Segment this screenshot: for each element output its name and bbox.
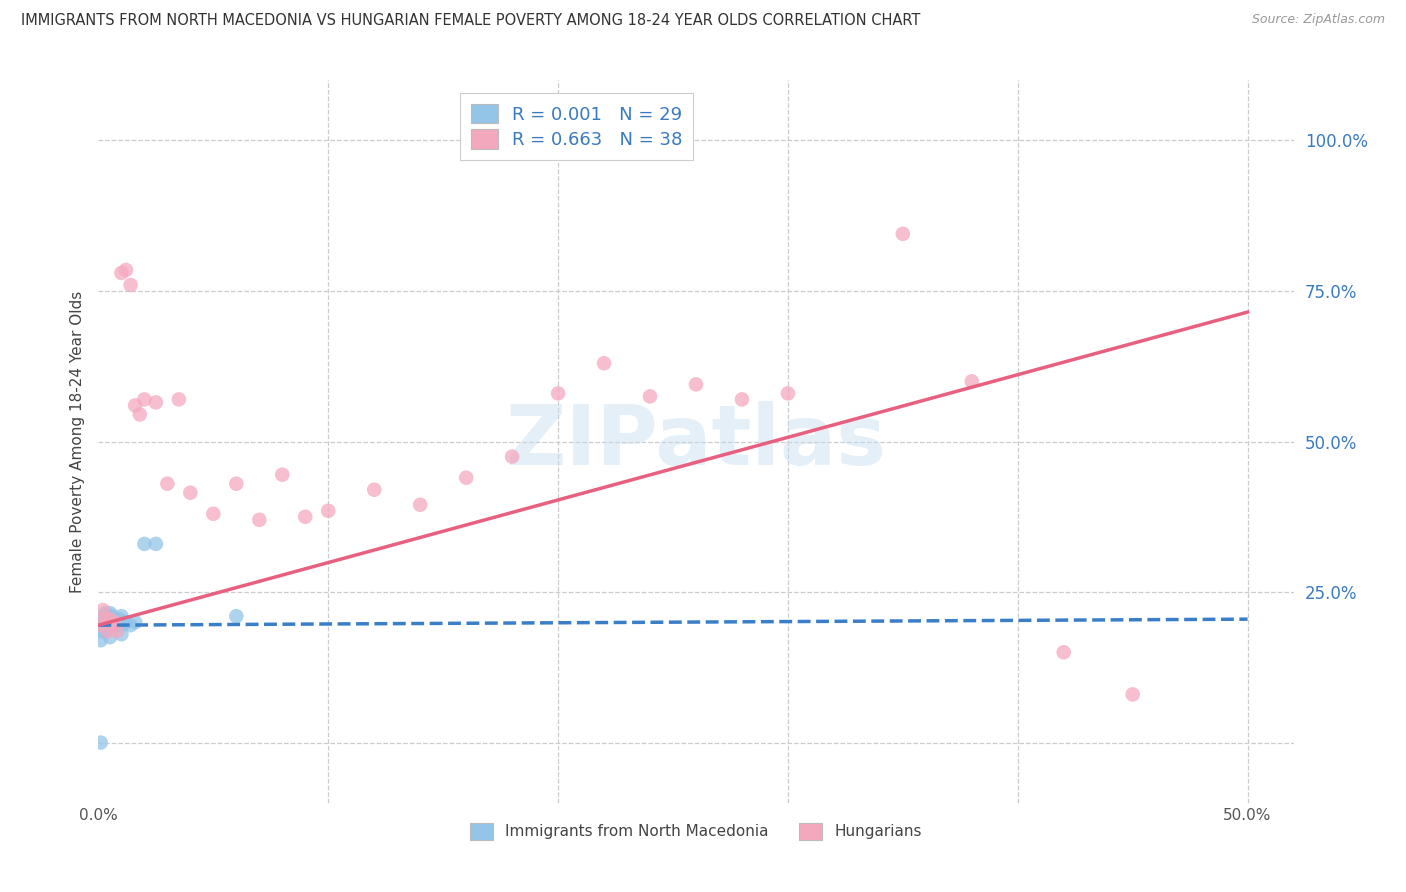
Point — [115, 263, 138, 277]
Point — [98, 606, 121, 620]
Point — [90, 624, 112, 639]
Point — [593, 356, 616, 370]
Legend: Immigrants from North Macedonia, Hungarians: Immigrants from North Macedonia, Hungari… — [464, 817, 928, 846]
Point — [90, 618, 112, 632]
Point — [124, 615, 146, 630]
Point — [316, 504, 339, 518]
Point — [91, 609, 114, 624]
Point — [247, 513, 270, 527]
Point — [103, 618, 125, 632]
Point — [90, 618, 112, 632]
Point — [960, 375, 983, 389]
Point — [108, 612, 131, 626]
Point — [167, 392, 190, 407]
Point — [638, 389, 661, 403]
Text: ZIPatlas: ZIPatlas — [506, 401, 886, 482]
Point — [94, 615, 117, 630]
Point — [124, 398, 146, 412]
Point — [891, 227, 914, 241]
Point — [363, 483, 385, 497]
Text: IMMIGRANTS FROM NORTH MACEDONIA VS HUNGARIAN FEMALE POVERTY AMONG 18-24 YEAR OLD: IMMIGRANTS FROM NORTH MACEDONIA VS HUNGA… — [21, 13, 921, 29]
Point — [110, 266, 132, 280]
Point — [1053, 645, 1076, 659]
Point — [90, 633, 112, 648]
Point — [94, 624, 117, 639]
Point — [145, 395, 167, 409]
Point — [103, 615, 125, 630]
Point — [1122, 687, 1144, 701]
Point — [225, 609, 247, 624]
Text: Source: ZipAtlas.com: Source: ZipAtlas.com — [1251, 13, 1385, 27]
Point — [110, 609, 132, 624]
Point — [98, 612, 121, 626]
Point — [731, 392, 754, 407]
Point — [409, 498, 432, 512]
Point — [179, 485, 201, 500]
Point — [776, 386, 799, 401]
Point — [97, 624, 120, 639]
Point — [98, 615, 121, 630]
Point — [97, 618, 120, 632]
Point — [101, 609, 124, 624]
Point — [98, 630, 121, 644]
Point — [120, 618, 142, 632]
Point — [91, 618, 114, 632]
Point — [105, 615, 128, 630]
Point — [110, 627, 132, 641]
Point — [202, 507, 225, 521]
Point — [145, 537, 167, 551]
Point — [134, 392, 156, 407]
Point — [97, 612, 120, 626]
Point — [94, 612, 117, 626]
Point — [501, 450, 523, 464]
Point — [101, 618, 124, 632]
Point — [110, 618, 132, 632]
Point — [685, 377, 707, 392]
Point — [94, 606, 117, 620]
Point — [225, 476, 247, 491]
Point — [105, 624, 128, 639]
Point — [120, 278, 142, 293]
Point — [456, 471, 478, 485]
Point — [101, 618, 124, 632]
Y-axis label: Female Poverty Among 18-24 Year Olds: Female Poverty Among 18-24 Year Olds — [69, 291, 84, 592]
Point — [91, 603, 114, 617]
Point — [547, 386, 569, 401]
Point — [128, 408, 150, 422]
Point — [134, 537, 156, 551]
Point — [115, 615, 138, 630]
Point — [156, 476, 179, 491]
Point — [90, 735, 112, 749]
Point — [103, 612, 125, 626]
Point — [294, 509, 316, 524]
Point — [271, 467, 294, 482]
